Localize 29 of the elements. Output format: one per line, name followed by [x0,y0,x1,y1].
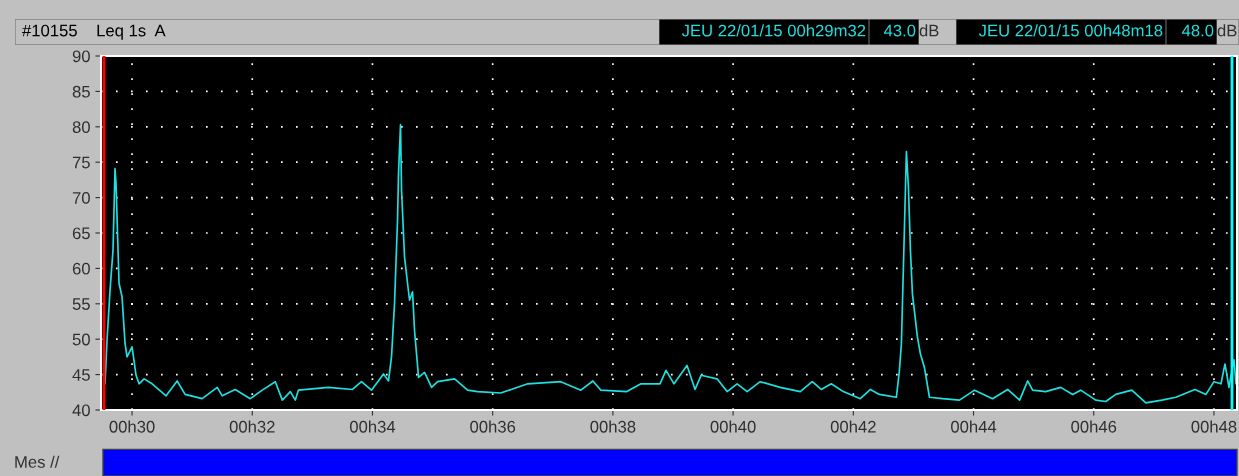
x-tick-label: 00h34 [349,420,396,433]
y-tick-label: 50 [72,333,90,346]
x-tick-label: 00h40 [710,420,756,433]
y-tick-label: 45 [72,369,90,381]
x-tick-label: 00h36 [470,420,516,433]
text: dB [919,24,939,37]
x-tick-label: 00h32 [229,420,275,433]
text: JEU 22/01/15 00h29m32 [681,24,866,37]
x-tick-label: 00h44 [951,420,997,433]
text: 43.0 [883,24,916,37]
y-tick-label: 65 [72,227,90,240]
y-tick-label: 75 [72,156,90,169]
text: dB [1217,24,1237,37]
x-tick-label: 00h46 [1071,420,1117,433]
x-tick-label: 00h42 [830,420,876,433]
y-tick-label: 55 [72,298,90,310]
y-tick-label: 60 [72,262,90,275]
y-tick-label: 70 [72,192,90,204]
x-tick-label: 00h30 [109,420,155,433]
text: JEU 22/01/15 00h48m18 [978,24,1163,37]
y-tick-label: 80 [72,121,90,133]
x-tick-label: 00h38 [590,420,636,433]
text: 48.0 [1181,24,1214,37]
y-tick-label: 90 [72,50,90,63]
y-tick-label: 40 [72,404,90,417]
chart-title: #10155 Leq 1s A [22,24,166,40]
x-tick-label: 00h48 [1191,420,1237,433]
text: Mes // [15,455,60,468]
y-tick-label: 85 [72,85,90,98]
